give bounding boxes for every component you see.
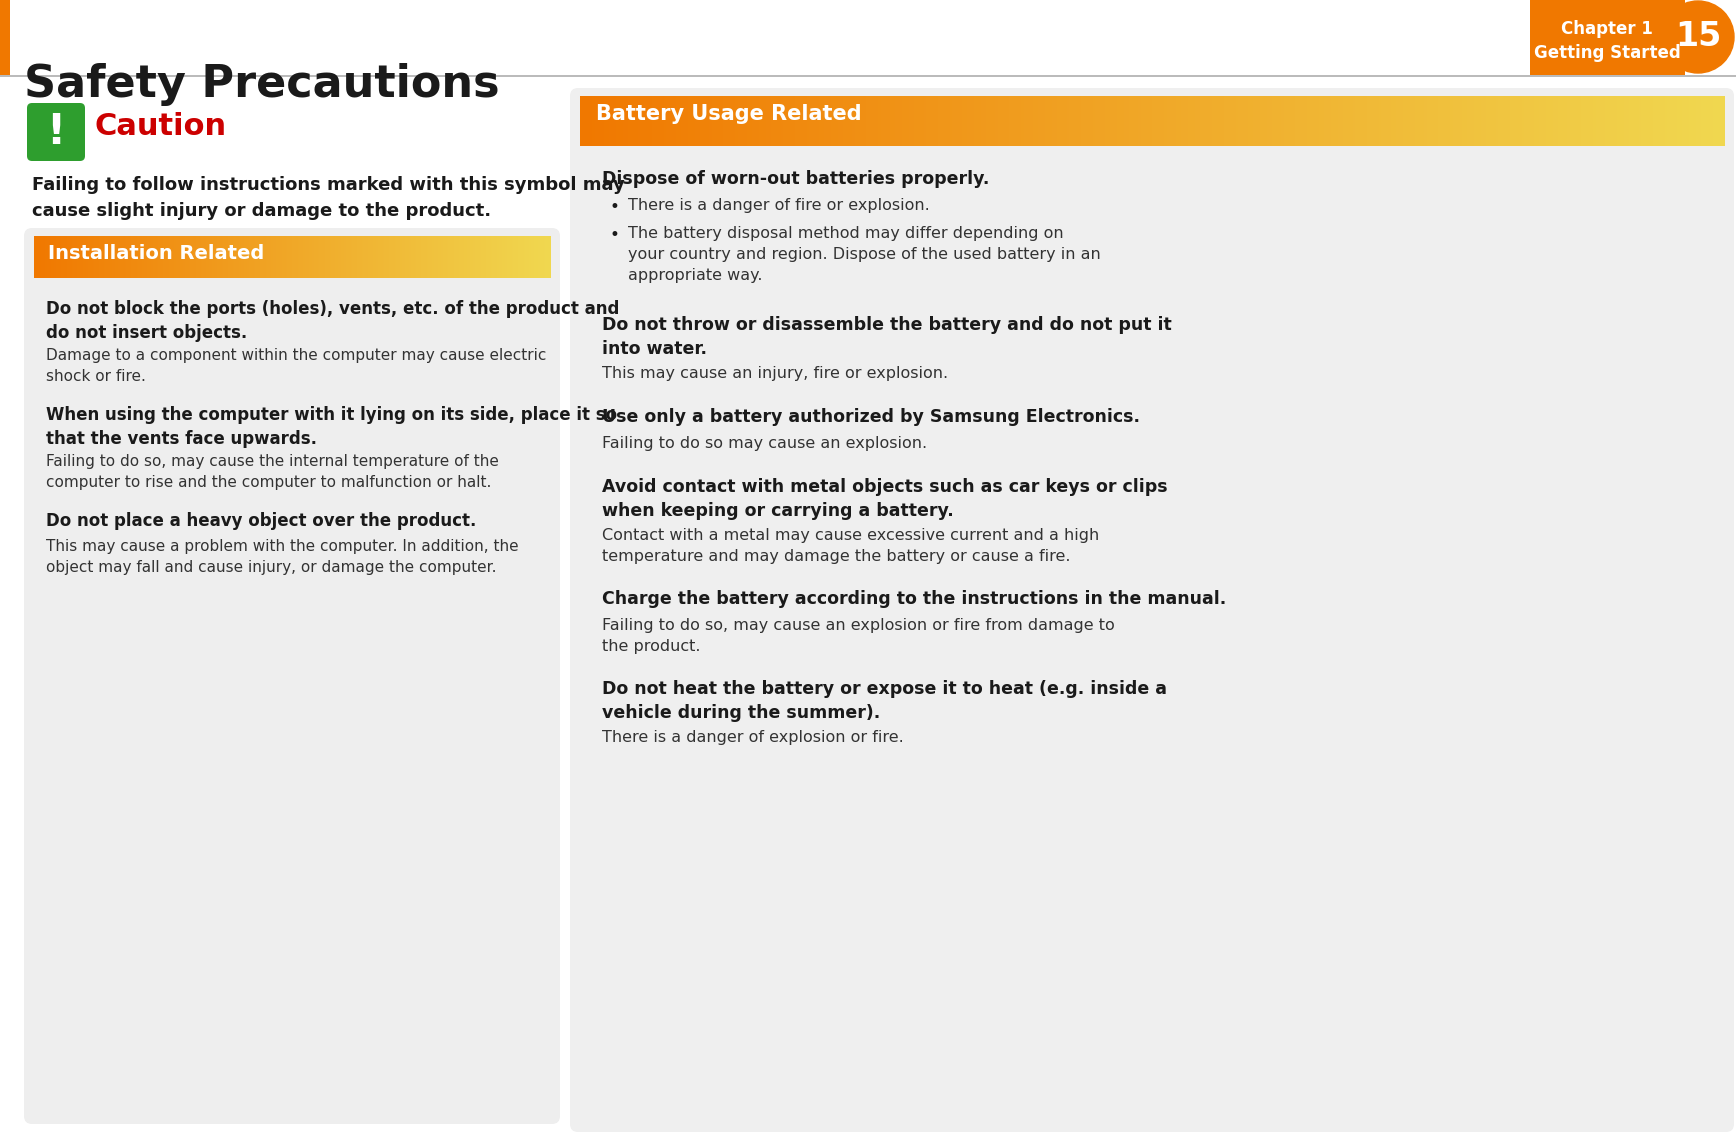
FancyBboxPatch shape	[28, 103, 85, 161]
Text: Do not heat the battery or expose it to heat (e.g. inside a
vehicle during the s: Do not heat the battery or expose it to …	[602, 680, 1167, 721]
Text: Failing to do so, may cause the internal temperature of the
computer to rise and: Failing to do so, may cause the internal…	[45, 454, 498, 490]
Text: Contact with a metal may cause excessive current and a high
temperature and may : Contact with a metal may cause excessive…	[602, 528, 1099, 563]
Text: Installation Related: Installation Related	[49, 244, 264, 264]
Text: Damage to a component within the computer may cause electric
shock or fire.: Damage to a component within the compute…	[45, 348, 547, 384]
Text: Avoid contact with metal objects such as car keys or clips
when keeping or carry: Avoid contact with metal objects such as…	[602, 478, 1168, 520]
FancyBboxPatch shape	[24, 228, 561, 1124]
Text: There is a danger of explosion or fire.: There is a danger of explosion or fire.	[602, 730, 904, 745]
Text: !: !	[47, 111, 66, 153]
Text: •: •	[609, 226, 620, 244]
Text: Use only a battery authorized by Samsung Electronics.: Use only a battery authorized by Samsung…	[602, 408, 1141, 426]
Text: Getting Started: Getting Started	[1533, 44, 1680, 62]
Circle shape	[1661, 1, 1734, 73]
Text: Failing to do so, may cause an explosion or fire from damage to
the product.: Failing to do so, may cause an explosion…	[602, 618, 1115, 653]
Text: Charge the battery according to the instructions in the manual.: Charge the battery according to the inst…	[602, 590, 1226, 608]
Text: 15: 15	[1675, 20, 1720, 53]
Text: •: •	[609, 198, 620, 216]
Text: Dispose of worn-out batteries properly.: Dispose of worn-out batteries properly.	[602, 170, 990, 187]
Text: Chapter 1: Chapter 1	[1561, 20, 1653, 37]
Text: Failing to do so may cause an explosion.: Failing to do so may cause an explosion.	[602, 436, 927, 451]
Bar	[0, 0, 10, 75]
Text: Do not block the ports (holes), vents, etc. of the product and
do not insert obj: Do not block the ports (holes), vents, e…	[45, 300, 620, 342]
Text: Do not throw or disassemble the battery and do not put it
into water.: Do not throw or disassemble the battery …	[602, 316, 1172, 358]
Bar	[1529, 0, 1686, 75]
Text: This may cause a problem with the computer. In addition, the
object may fall and: This may cause a problem with the comput…	[45, 538, 519, 575]
Text: The battery disposal method may differ depending on
your country and region. Dis: The battery disposal method may differ d…	[628, 226, 1101, 283]
Text: Caution: Caution	[94, 112, 226, 141]
Text: When using the computer with it lying on its side, place it so
that the vents fa: When using the computer with it lying on…	[45, 406, 616, 449]
Bar	[0, 75, 1736, 77]
Text: Do not place a heavy object over the product.: Do not place a heavy object over the pro…	[45, 512, 476, 531]
Text: This may cause an injury, fire or explosion.: This may cause an injury, fire or explos…	[602, 366, 948, 381]
Text: Failing to follow instructions marked with this symbol may
cause slight injury o: Failing to follow instructions marked wi…	[31, 176, 625, 219]
Bar	[0, 78, 561, 1136]
Text: Battery Usage Related: Battery Usage Related	[595, 105, 861, 124]
Text: There is a danger of fire or explosion.: There is a danger of fire or explosion.	[628, 198, 930, 214]
FancyBboxPatch shape	[569, 87, 1734, 1131]
Text: Safety Precautions: Safety Precautions	[24, 62, 500, 106]
